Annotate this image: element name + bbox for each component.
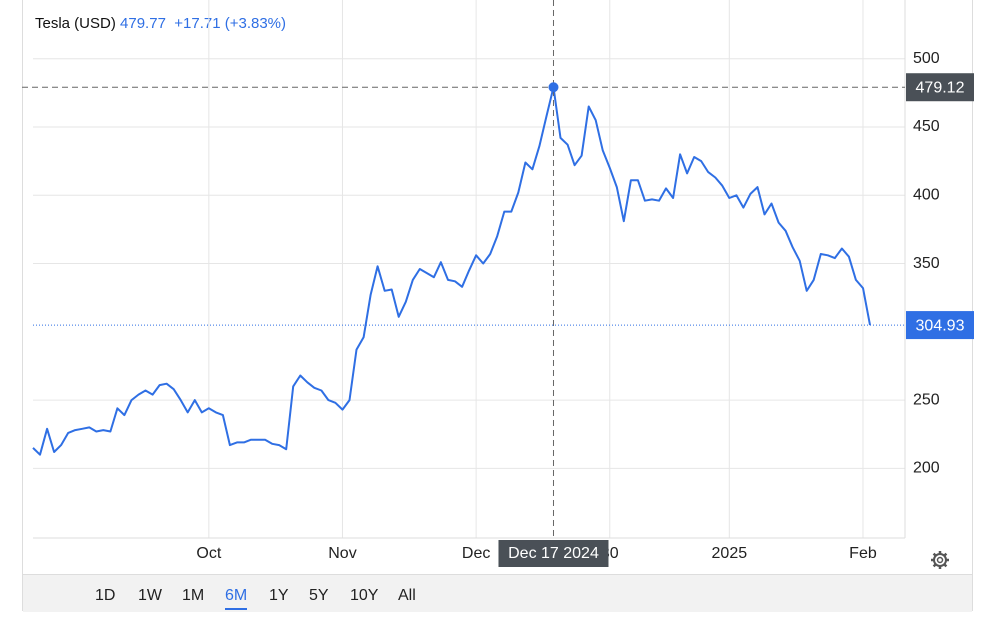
range-button[interactable]: 1M bbox=[182, 587, 205, 604]
crosshair-price-box bbox=[906, 73, 974, 102]
range-bar: 1D 1W 1M 6M 1Y 5Y 10Y All bbox=[23, 574, 972, 612]
price: 479.77 bbox=[120, 15, 166, 32]
gear-inner bbox=[936, 556, 944, 564]
last-price-label: 304.93 bbox=[916, 317, 965, 334]
price-line bbox=[32, 86, 871, 456]
range-button[interactable]: 1W bbox=[138, 587, 162, 604]
settings-icon[interactable] bbox=[931, 551, 949, 569]
x-tick-label: Nov bbox=[328, 545, 356, 562]
crosshair-price-label: 479.12 bbox=[916, 79, 965, 96]
range-button[interactable]: 5Y bbox=[309, 587, 329, 604]
ticker-name: Tesla (USD) bbox=[35, 15, 116, 32]
y-tick-label: 350 bbox=[913, 255, 940, 272]
x-tick-label: Oct bbox=[196, 545, 221, 562]
range-button[interactable]: 6M bbox=[225, 587, 248, 610]
range-button[interactable]: All bbox=[398, 587, 416, 604]
gear-teeth bbox=[931, 551, 949, 569]
x-tick-label: 2025 bbox=[712, 545, 748, 562]
y-tick-label: 400 bbox=[913, 186, 940, 203]
change-pct: (+3.83%) bbox=[224, 15, 287, 32]
range-button[interactable]: 10Y bbox=[350, 587, 379, 604]
x-tick-label: Feb bbox=[849, 545, 877, 562]
range-button[interactable]: 1D bbox=[95, 587, 116, 604]
y-tick-label: 200 bbox=[913, 460, 940, 477]
crosshair-date-box bbox=[498, 540, 609, 567]
crosshair-date-label: Dec 17 2024 bbox=[508, 545, 599, 562]
last-price-box bbox=[906, 311, 974, 340]
range-button[interactable]: 1Y bbox=[269, 587, 289, 604]
x-tick-label: Dec bbox=[462, 545, 490, 562]
crosshair-point bbox=[548, 82, 559, 93]
y-tick-label: 450 bbox=[913, 118, 940, 135]
y-tick-label: 250 bbox=[913, 391, 940, 408]
y-tick-label: 500 bbox=[913, 50, 940, 67]
